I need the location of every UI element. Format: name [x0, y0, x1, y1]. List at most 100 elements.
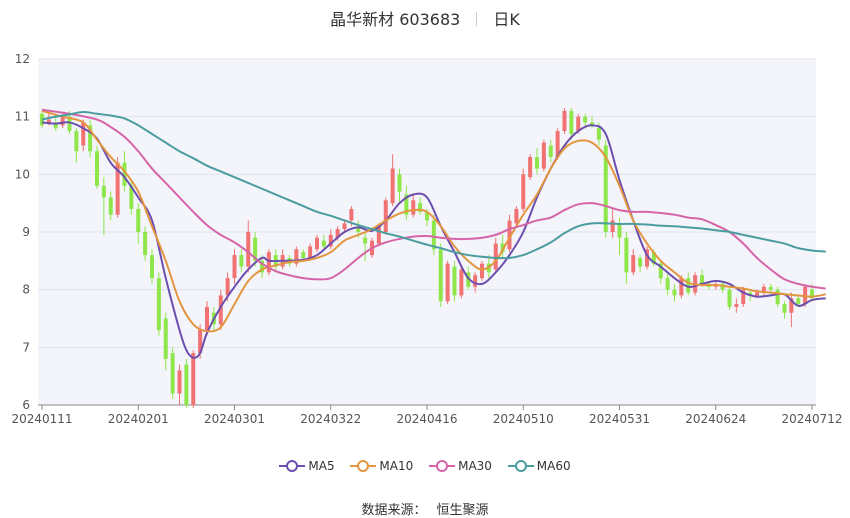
ma30-line — [41, 108, 826, 290]
candle-body-49 — [376, 226, 381, 244]
candle-body-76 — [562, 110, 567, 132]
candle-body-73 — [541, 142, 546, 169]
candle-53 — [404, 185, 409, 221]
candle-body-58 — [438, 249, 443, 302]
candle-body-23 — [198, 330, 203, 354]
y-tick-label-4: 10 — [15, 167, 30, 181]
candle-7 — [88, 119, 93, 158]
candle-body-87 — [638, 257, 643, 267]
ma10-line — [41, 109, 826, 333]
legend-ma30[interactable]: MA30 — [429, 459, 492, 473]
candle-body-107 — [775, 289, 780, 305]
legend-ma10-icon — [350, 460, 377, 472]
candle-body-37 — [294, 249, 299, 264]
candle-body-86 — [631, 255, 636, 273]
candle-body-91 — [665, 278, 670, 290]
candle-body-32 — [260, 260, 264, 273]
candle-body-44 — [342, 223, 347, 230]
candle-body-46 — [356, 226, 361, 232]
candle-body-63 — [473, 275, 478, 287]
legend-ma60[interactable]: MA60 — [507, 459, 571, 473]
candle-body-8 — [95, 151, 99, 186]
y-tick-label-3: 9 — [22, 225, 30, 239]
candle-77 — [569, 108, 574, 140]
candle-body-2 — [53, 122, 58, 129]
chart-title: 晶华新材 603683 日K — [0, 6, 850, 30]
candle-body-15 — [143, 232, 148, 256]
candle-body-85 — [624, 237, 629, 273]
candle-body-100 — [727, 289, 732, 307]
candle-90 — [658, 260, 663, 284]
candle-body-33 — [266, 252, 271, 273]
candle-body-51 — [390, 168, 395, 204]
candle-52 — [397, 168, 402, 204]
x-tick-label-2: 20240301 — [204, 412, 265, 426]
candle-30 — [246, 220, 251, 273]
candle-body-40 — [315, 237, 319, 250]
candle-body-77 — [569, 110, 574, 134]
candle-body-60 — [452, 266, 457, 296]
candle-body-50 — [383, 200, 388, 232]
candle-55 — [418, 197, 423, 215]
candle-28 — [232, 249, 237, 284]
candle-body-45 — [349, 208, 354, 221]
candle-94 — [686, 272, 691, 296]
moving-average-lines — [41, 108, 826, 359]
candle-72 — [535, 148, 539, 175]
candle-body-101 — [734, 304, 739, 307]
candle-109 — [789, 292, 794, 328]
legend-ma5[interactable]: MA5 — [279, 459, 335, 473]
legend-ma60-icon — [507, 460, 534, 472]
candle-33 — [266, 249, 271, 276]
candle-20 — [177, 364, 182, 405]
x-axis: 20240111 20240201 20240301 20240322 20240416… — [11, 404, 843, 426]
candle-40 — [315, 234, 319, 253]
candle-60 — [452, 260, 457, 302]
candle-body-83 — [610, 220, 615, 232]
candle-body-47 — [363, 237, 368, 244]
candle-body-29 — [239, 255, 244, 267]
legend-ma30-icon — [429, 460, 456, 472]
candle-102 — [741, 286, 746, 307]
candle-107 — [775, 286, 780, 307]
candle-body-24 — [205, 306, 209, 331]
candle-66 — [493, 237, 498, 273]
candle-body-57 — [431, 220, 436, 250]
candle-body-82 — [603, 145, 608, 232]
candle-67 — [500, 234, 505, 258]
candle-body-9 — [101, 185, 106, 198]
candle-6 — [81, 119, 86, 152]
y-tick-label-6: 12 — [15, 52, 30, 66]
source-value: 恒生聚源 — [436, 503, 489, 518]
candle-88 — [645, 246, 649, 270]
candle-body-55 — [418, 203, 423, 212]
candle-86 — [631, 249, 636, 276]
x-tick-label-5: 20240510 — [493, 412, 554, 426]
candle-body-39 — [308, 246, 313, 258]
candle-85 — [624, 232, 629, 284]
candle-50 — [383, 197, 388, 235]
candle-87 — [638, 255, 643, 273]
candle-105 — [761, 283, 766, 296]
candle-body-88 — [645, 249, 649, 267]
candle-body-108 — [782, 304, 787, 313]
candle-body-1 — [46, 119, 51, 123]
candle-body-92 — [672, 289, 677, 296]
candle-91 — [665, 272, 670, 296]
candle-body-112 — [810, 289, 814, 299]
candle-11 — [115, 157, 120, 218]
candle-92 — [672, 283, 677, 302]
candle-9 — [101, 177, 106, 235]
candle-body-104 — [755, 292, 759, 296]
x-tick-label-6: 20240531 — [589, 412, 650, 426]
candle-body-12 — [122, 162, 127, 186]
candle-58 — [438, 243, 443, 307]
legend-ma10[interactable]: MA10 — [350, 459, 413, 473]
candle-8 — [95, 145, 99, 189]
candle-71 — [528, 154, 533, 181]
candle-body-79 — [583, 116, 588, 123]
candle-108 — [782, 301, 787, 319]
candle-body-89 — [651, 252, 656, 264]
legend-ma5-label: MA5 — [308, 459, 335, 473]
candle-10 — [108, 191, 113, 221]
